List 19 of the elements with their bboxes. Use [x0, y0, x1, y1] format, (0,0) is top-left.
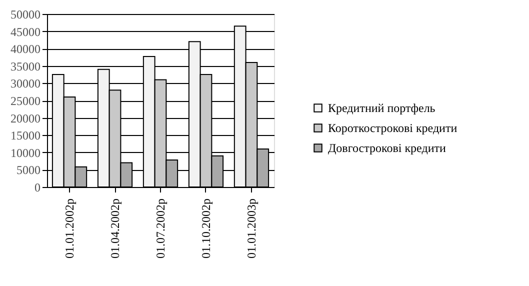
x-tick-label: 01.04.2002р [108, 198, 122, 258]
x-tick-label: 01.10.2002р [198, 198, 213, 258]
y-tick-label: 30000 [10, 76, 40, 91]
y-tick-label: 40000 [10, 42, 40, 56]
y-tick-label: 5000 [16, 163, 40, 178]
legend-label: Кредитний портфель [328, 101, 436, 115]
x-tick-label: 01.07.2002р [154, 198, 168, 258]
y-tick-label: 45000 [10, 24, 40, 39]
legend-label: Короткострокові кредити [328, 121, 458, 135]
y-tick-label: 0 [34, 180, 40, 194]
legend-label: Довгострокові кредити [328, 141, 446, 155]
x-tick-label: 01.01.2002р [62, 198, 77, 258]
y-tick-label: 10000 [10, 146, 40, 160]
y-tick-label: 15000 [10, 128, 40, 143]
y-tick-label: 35000 [10, 59, 40, 74]
y-tick-label: 25000 [10, 94, 40, 108]
y-tick-label: 50000 [10, 8, 40, 22]
x-tick-label: 01.01.2003р [244, 198, 258, 258]
y-tick-label: 20000 [10, 111, 40, 126]
